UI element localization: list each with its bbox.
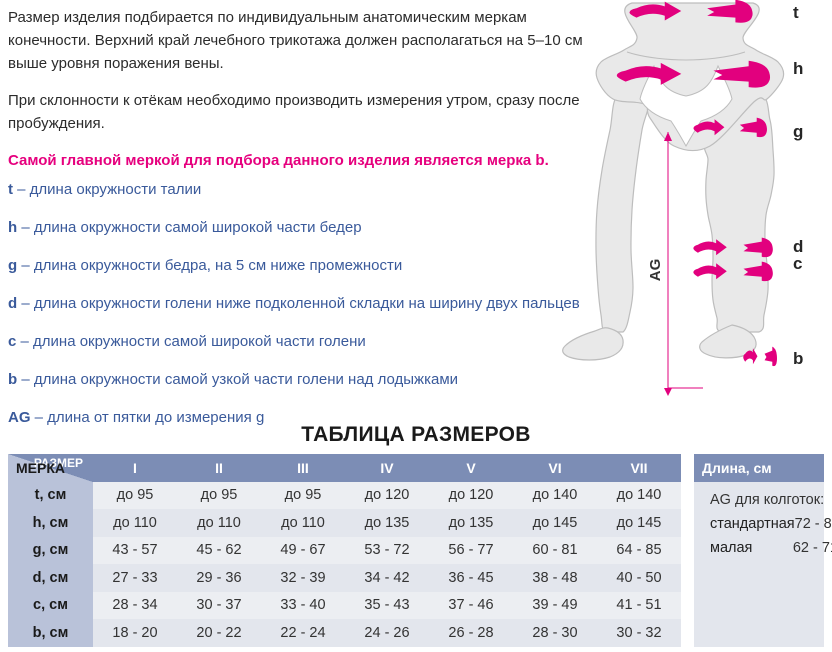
svg-text:b: b [793,349,803,368]
svg-text:c: c [793,254,802,273]
svg-text:h: h [793,59,803,78]
svg-text:t: t [793,3,799,22]
svg-text:g: g [793,122,803,141]
svg-text:AG: AG [647,259,664,282]
